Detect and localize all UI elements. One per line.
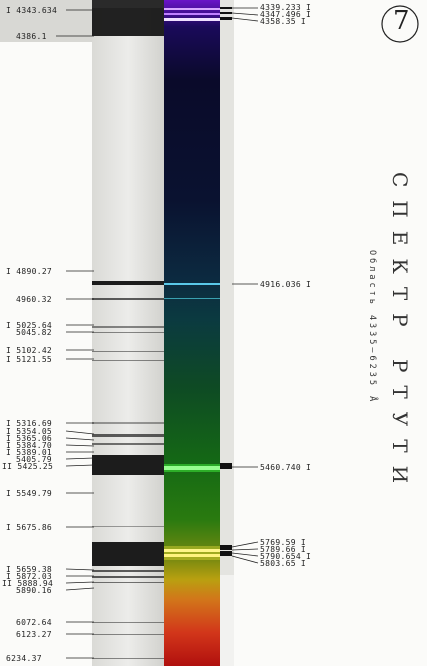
- line-label: I 4890.27: [6, 267, 52, 276]
- line-label: I 5102.42: [6, 346, 52, 355]
- line-label: 4916.036 I: [260, 280, 311, 289]
- line-label: 5890.16: [16, 586, 52, 595]
- page-subtitle: Область 4335–6235 Å: [367, 250, 377, 404]
- page-title: СПЕКТР РТУТИ: [388, 172, 412, 496]
- line-label: 6072.64: [16, 618, 52, 627]
- line-label: I 5549.79: [6, 489, 52, 498]
- line-label: 4386.1: [16, 32, 47, 41]
- line-label: 5803.65 I: [260, 559, 306, 568]
- line-label: 4358.35 I: [260, 17, 306, 26]
- line-label: 6123.27: [16, 630, 52, 639]
- line-label: I 5675.86: [6, 523, 52, 532]
- line-label: 5045.82: [16, 328, 52, 337]
- line-label: 6234.37: [6, 654, 42, 663]
- plate-number: 7: [380, 2, 420, 42]
- line-label: I 4343.634: [6, 6, 57, 15]
- line-label: 4960.32: [16, 295, 52, 304]
- line-label: 5460.740 I: [260, 463, 311, 472]
- line-label: II 5425.25: [2, 462, 53, 471]
- line-label: I 5121.55: [6, 355, 52, 364]
